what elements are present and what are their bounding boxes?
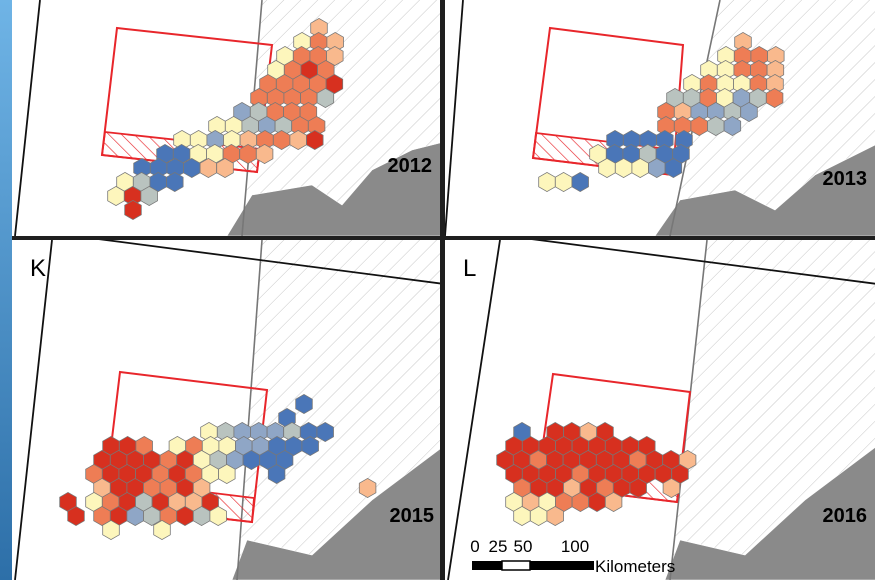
- panel: 2013: [445, 0, 875, 236]
- panel-letter: K: [30, 255, 46, 282]
- scale-bar-seg: [472, 561, 502, 570]
- scale-unit: Kilometers: [595, 557, 675, 576]
- scale-tick-label: 100: [561, 537, 589, 556]
- panel: 2012: [12, 0, 452, 236]
- year-label: 2016: [823, 505, 868, 527]
- map-figure: 2012 2013 2015 K 2016 L 0 25 50 100 Kilometers: [0, 0, 875, 580]
- panel: 2016 L 0 25 50 100 Kilometers: [445, 236, 875, 580]
- side-strip: [0, 0, 12, 580]
- panel: 2015 K: [12, 236, 452, 580]
- scale-tick-label: 50: [514, 537, 533, 556]
- panel-letter: L: [463, 255, 476, 282]
- year-label: 2015: [390, 505, 435, 527]
- scale-tick-label: 0: [470, 537, 479, 556]
- scale-bar-seg: [530, 561, 594, 570]
- year-label: 2013: [823, 168, 868, 190]
- scale-bar-seg: [502, 561, 530, 570]
- scale-tick-label: 25: [489, 537, 508, 556]
- year-label: 2012: [388, 155, 433, 177]
